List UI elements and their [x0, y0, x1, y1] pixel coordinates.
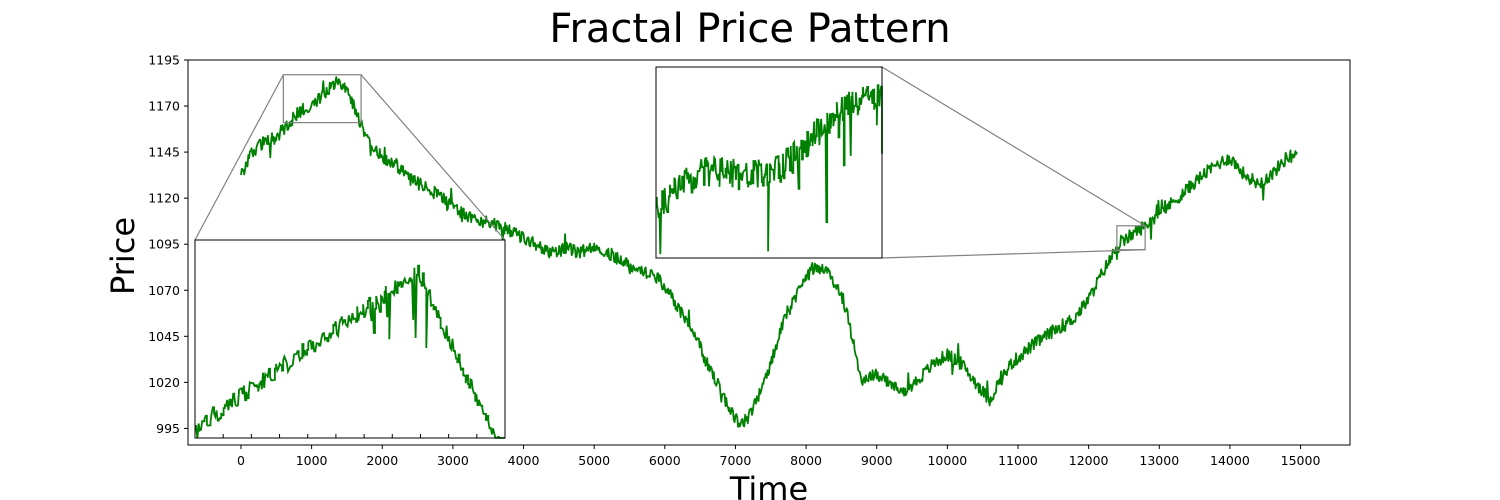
plot-frame: [187, 59, 1351, 446]
y-tick-label: 1120: [148, 191, 180, 206]
zoom-connector-line: [360, 74, 506, 241]
x-tick-label: 9000: [861, 453, 893, 468]
x-tick-label: 4000: [508, 453, 540, 468]
main-plot-area: 0 1000 2000 3000 4000 5000 6000 7000 8000 9000 100…: [148, 53, 1351, 468]
y-tick-label: 1020: [148, 375, 180, 390]
x-tick-label: 11000: [998, 453, 1038, 468]
y-tick-label: 1195: [148, 53, 180, 68]
inset-early-background: [195, 240, 505, 438]
x-tick-label: 2000: [366, 453, 398, 468]
x-tick-label: 5000: [578, 453, 610, 468]
y-tick-label: 1045: [148, 329, 180, 344]
x-tick-label: 15000: [1281, 453, 1321, 468]
y-tick-label: 1170: [148, 99, 180, 114]
x-tick-label: 3000: [437, 453, 469, 468]
inset-zoom-late: [655, 66, 883, 259]
zoom-connector-line: [881, 66, 1146, 227]
x-tick-label: 8000: [790, 453, 822, 468]
x-axis-title: Time: [729, 470, 808, 500]
x-tick-label: 1000: [296, 453, 328, 468]
y-axis-ticks: 995 1020 1045 1070 1095 1120 1145 1170 1195: [148, 53, 188, 436]
x-tick-label: 10000: [927, 453, 967, 468]
x-tick-label: 13000: [1139, 453, 1179, 468]
y-axis-title: Price: [104, 217, 142, 295]
inset-late-frame: [655, 66, 883, 259]
x-tick-label: 6000: [649, 453, 681, 468]
price-series-line: [240, 76, 1298, 428]
zoom-indicators: [194, 66, 1146, 259]
y-tick-label: 995: [156, 421, 180, 436]
y-tick-label: 1070: [148, 283, 180, 298]
x-tick-label: 7000: [720, 453, 752, 468]
chart-title: Fractal Price Pattern: [549, 6, 950, 52]
x-tick-label: 14000: [1210, 453, 1250, 468]
zoom-connector-line: [881, 249, 1146, 259]
zoom-connector-line: [194, 74, 284, 241]
inset-early-series-line: [195, 264, 505, 439]
inset-zoom-early: [194, 239, 506, 439]
x-axis-ticks: 0 1000 2000 3000 4000 5000 6000 7000 8000 9000 100…: [237, 445, 1320, 468]
x-tick-label: 12000: [1069, 453, 1109, 468]
y-tick-label: 1095: [148, 237, 180, 252]
x-tick-label: 0: [237, 453, 245, 468]
inset-late-series-line: [656, 84, 883, 255]
zoom-region-box: [282, 74, 362, 124]
y-tick-label: 1145: [148, 145, 180, 160]
inset-early-frame: [194, 239, 506, 439]
